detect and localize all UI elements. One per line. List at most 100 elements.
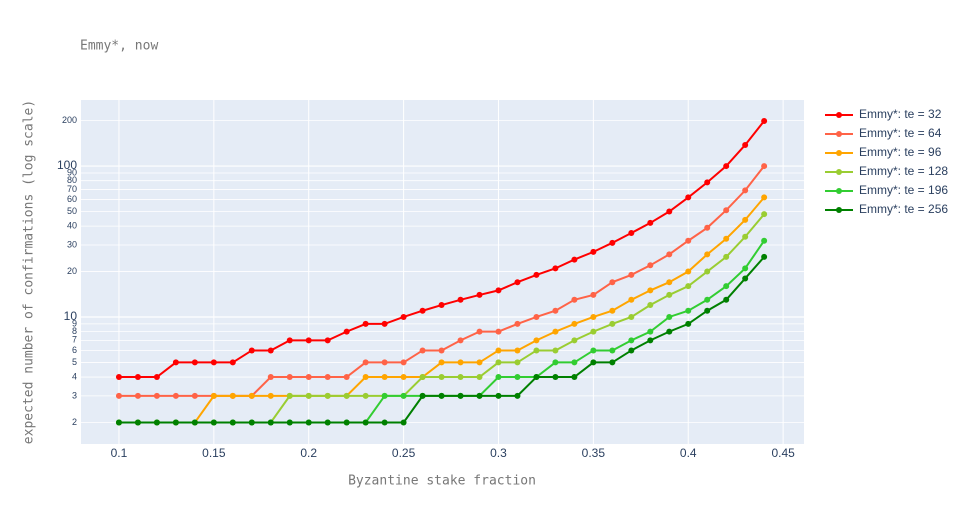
point [400, 419, 407, 426]
point [590, 328, 597, 335]
point [742, 275, 749, 282]
point [761, 163, 768, 170]
point [590, 347, 597, 354]
plot-area [81, 100, 804, 444]
point [590, 313, 597, 320]
point [533, 374, 540, 381]
y-tick-label: 100 [57, 158, 77, 172]
point [305, 374, 312, 381]
point [476, 374, 483, 381]
legend-label: Emmy*: te = 96 [859, 145, 942, 159]
point [438, 359, 445, 366]
point [761, 237, 768, 244]
point [400, 392, 407, 399]
point [495, 347, 502, 354]
point [191, 359, 198, 366]
point [533, 347, 540, 354]
point [742, 187, 749, 194]
point [647, 302, 654, 309]
y-tick-label: 8 [72, 326, 77, 336]
point [495, 374, 502, 381]
lines [115, 117, 768, 426]
point [305, 419, 312, 426]
point [362, 359, 369, 366]
point [761, 253, 768, 260]
point [514, 347, 521, 354]
point [381, 419, 388, 426]
point [457, 392, 464, 399]
point [210, 359, 217, 366]
point [210, 392, 217, 399]
y-tick-label: 80 [67, 175, 77, 185]
point [362, 419, 369, 426]
point [381, 359, 388, 366]
point [248, 392, 255, 399]
point [381, 374, 388, 381]
point [324, 337, 331, 344]
y-tick-label: 7 [72, 335, 77, 345]
point [153, 419, 160, 426]
point [362, 320, 369, 327]
point [362, 374, 369, 381]
point [590, 248, 597, 255]
y-tick-label: 30 [67, 239, 77, 249]
legend-marker [836, 131, 842, 137]
legend: Emmy*: te = 32 Emmy*: te = 64 Emmy*: te = … [825, 107, 948, 216]
point [248, 419, 255, 426]
point [210, 419, 217, 426]
y-tick-label: 6 [72, 345, 77, 355]
point [742, 141, 749, 148]
point [419, 392, 426, 399]
point [609, 320, 616, 327]
point [514, 279, 521, 286]
point [457, 374, 464, 381]
point [666, 279, 673, 286]
y-tick-label: 90 [67, 167, 77, 177]
point [172, 392, 179, 399]
point [723, 235, 730, 242]
point [381, 392, 388, 399]
point [115, 392, 122, 399]
point [495, 287, 502, 294]
chart-title: Emmy*, now [80, 39, 158, 54]
point [229, 392, 236, 399]
point [609, 347, 616, 354]
point [172, 359, 179, 366]
x-tick-label: 0.1 [111, 446, 128, 460]
legend-label: Emmy*: te = 64 [859, 126, 942, 140]
point [609, 279, 616, 286]
point [723, 296, 730, 303]
legend-marker [836, 112, 842, 118]
y-tick-label: 3 [72, 390, 77, 400]
point [419, 307, 426, 314]
y-tick-label: 2 [72, 417, 77, 427]
point [476, 291, 483, 298]
point [685, 283, 692, 290]
point [248, 347, 255, 354]
point [552, 265, 559, 272]
point [153, 392, 160, 399]
point [647, 219, 654, 226]
point [115, 374, 122, 381]
point [267, 419, 274, 426]
point [552, 359, 559, 366]
point [324, 392, 331, 399]
point [514, 374, 521, 381]
point [571, 256, 578, 263]
point [457, 359, 464, 366]
legend-label: Emmy*: te = 32 [859, 107, 942, 121]
point [495, 359, 502, 366]
point [685, 194, 692, 201]
point [666, 291, 673, 298]
point [761, 117, 768, 124]
point [400, 374, 407, 381]
point [229, 419, 236, 426]
y-tick-label: 40 [67, 220, 77, 230]
point [191, 392, 198, 399]
point [400, 313, 407, 320]
point [115, 419, 122, 426]
point [723, 163, 730, 170]
point [609, 239, 616, 246]
point [761, 194, 768, 201]
